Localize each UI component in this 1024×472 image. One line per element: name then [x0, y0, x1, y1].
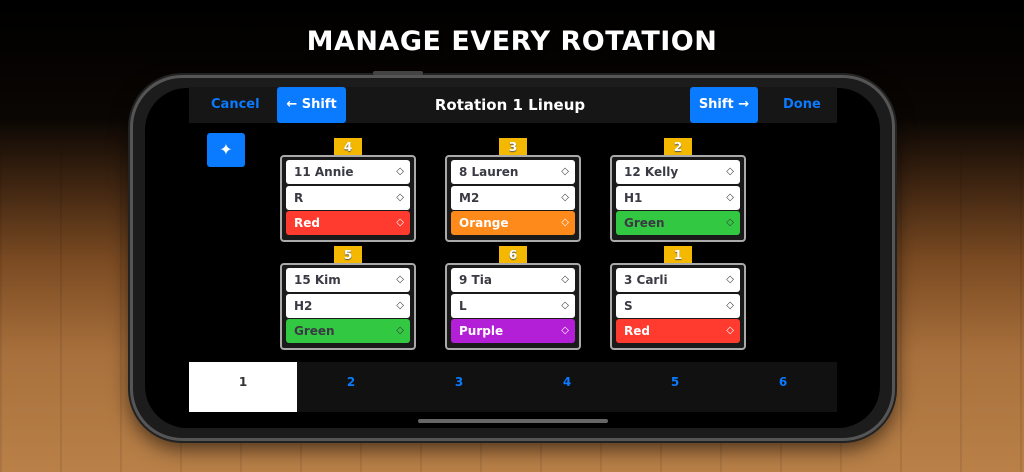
player-value: 3 Carli: [624, 273, 668, 287]
chevron-updown-icon: ◇: [561, 325, 569, 336]
color-select[interactable]: Green ◇: [616, 211, 740, 235]
color-value: Purple: [459, 324, 504, 338]
color-value: Green: [624, 216, 665, 230]
color-select[interactable]: Orange ◇: [451, 211, 575, 235]
player-select[interactable]: 15 Kim ◇: [286, 268, 410, 292]
cancel-button[interactable]: Cancel: [211, 97, 260, 112]
position-badge: 3: [499, 138, 527, 156]
player-value: 9 Tia: [459, 273, 492, 287]
role-value: H1: [624, 190, 643, 205]
player-select[interactable]: 8 Lauren ◇: [451, 160, 575, 184]
role-select[interactable]: M2 ◇: [451, 185, 575, 210]
role-select[interactable]: H1 ◇: [616, 185, 740, 210]
chevron-updown-icon: ◇: [561, 299, 569, 311]
position-badge: 1: [664, 246, 692, 264]
chevron-updown-icon: ◇: [396, 299, 404, 311]
chevron-updown-icon: ◇: [396, 274, 404, 285]
chevron-updown-icon: ◇: [726, 325, 734, 336]
slot-card: 15 Kim ◇ H2 ◇ Green ◇: [280, 263, 416, 350]
rotation-tabs: 1 2 3 4 5 6: [189, 362, 837, 412]
slot-card: 9 Tia ◇ L ◇ Purple ◇: [445, 263, 581, 350]
role-value: S: [624, 298, 633, 313]
role-value: H2: [294, 298, 313, 313]
home-indicator: [418, 419, 608, 423]
position-badge: 5: [334, 246, 362, 264]
tab-rotation-2[interactable]: 2: [346, 375, 356, 389]
tab-rotation-1[interactable]: 1: [189, 362, 297, 412]
tab-rotation-4[interactable]: 4: [562, 375, 572, 389]
color-value: Red: [624, 324, 650, 338]
chevron-updown-icon: ◇: [396, 325, 404, 336]
chevron-updown-icon: ◇: [561, 191, 569, 203]
chevron-updown-icon: ◇: [396, 217, 404, 228]
role-value: R: [294, 190, 304, 205]
shift-right-button[interactable]: Shift →: [690, 87, 758, 123]
headline: MANAGE EVERY ROTATION: [306, 26, 718, 57]
chevron-updown-icon: ◇: [726, 217, 734, 228]
color-select[interactable]: Green ◇: [286, 319, 410, 343]
slot-card: 11 Annie ◇ R ◇ Red ◇: [280, 155, 416, 242]
role-value: M2: [459, 190, 480, 205]
chevron-updown-icon: ◇: [561, 217, 569, 228]
role-value: L: [459, 298, 467, 313]
player-value: 15 Kim: [294, 273, 341, 287]
color-select[interactable]: Red ◇: [616, 319, 740, 343]
color-value: Orange: [459, 216, 509, 230]
chevron-updown-icon: ◇: [396, 191, 404, 203]
chevron-updown-icon: ◇: [726, 166, 734, 177]
player-value: 12 Kelly: [624, 165, 679, 179]
position-badge: 6: [499, 246, 527, 264]
player-value: 8 Lauren: [459, 165, 519, 179]
phone-button: [373, 71, 423, 75]
player-value: 11 Annie: [294, 165, 354, 179]
player-select[interactable]: 3 Carli ◇: [616, 268, 740, 292]
tab-rotation-5[interactable]: 5: [670, 375, 680, 389]
shift-left-button[interactable]: ← Shift: [277, 87, 346, 123]
chevron-updown-icon: ◇: [726, 191, 734, 203]
done-button[interactable]: Done: [783, 97, 821, 112]
slot-card: 3 Carli ◇ S ◇ Red ◇: [610, 263, 746, 350]
chevron-updown-icon: ◇: [726, 299, 734, 311]
role-select[interactable]: L ◇: [451, 293, 575, 318]
color-select[interactable]: Red ◇: [286, 211, 410, 235]
page-title: Rotation 1 Lineup: [434, 96, 586, 114]
player-select[interactable]: 9 Tia ◇: [451, 268, 575, 292]
role-select[interactable]: H2 ◇: [286, 293, 410, 318]
magic-wand-icon[interactable]: ✦: [207, 133, 245, 167]
chevron-updown-icon: ◇: [396, 166, 404, 177]
role-select[interactable]: R ◇: [286, 185, 410, 210]
chevron-updown-icon: ◇: [561, 166, 569, 177]
chevron-updown-icon: ◇: [726, 274, 734, 285]
position-badge: 4: [334, 138, 362, 156]
player-select[interactable]: 11 Annie ◇: [286, 160, 410, 184]
slot-card: 8 Lauren ◇ M2 ◇ Orange ◇: [445, 155, 581, 242]
color-select[interactable]: Purple ◇: [451, 319, 575, 343]
position-badge: 2: [664, 138, 692, 156]
color-value: Red: [294, 216, 320, 230]
player-select[interactable]: 12 Kelly ◇: [616, 160, 740, 184]
role-select[interactable]: S ◇: [616, 293, 740, 318]
tab-rotation-3[interactable]: 3: [454, 375, 464, 389]
color-value: Green: [294, 324, 335, 338]
slot-card: 12 Kelly ◇ H1 ◇ Green ◇: [610, 155, 746, 242]
tab-rotation-6[interactable]: 6: [778, 375, 788, 389]
chevron-updown-icon: ◇: [561, 274, 569, 285]
